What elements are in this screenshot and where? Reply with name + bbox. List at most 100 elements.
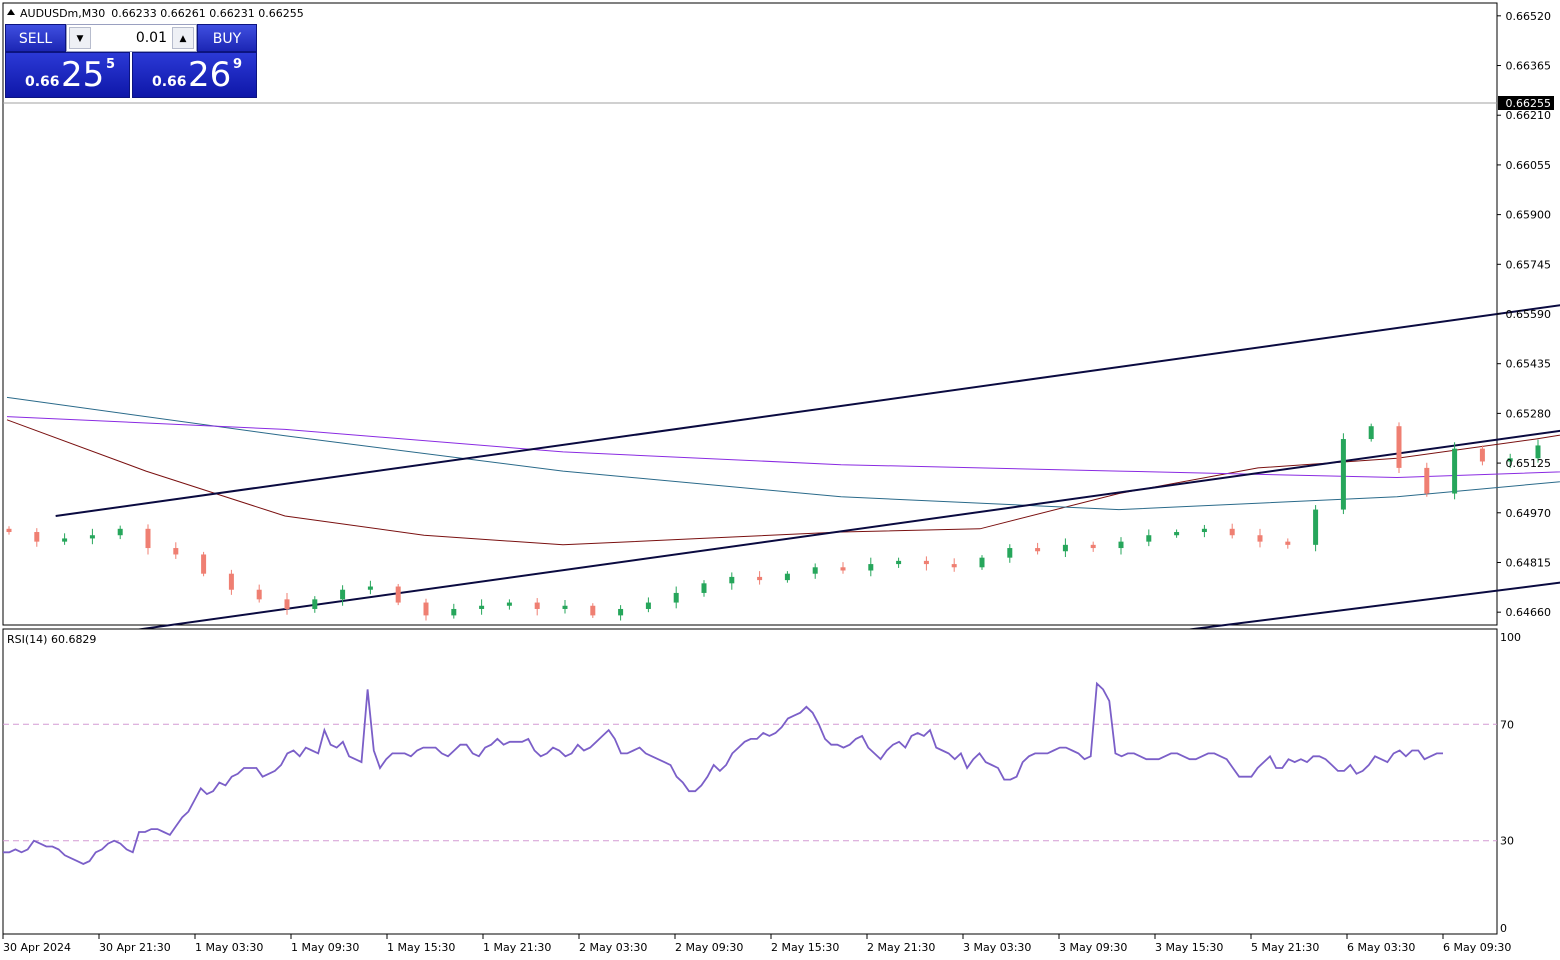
time-tick-label: 30 Apr 21:30: [99, 941, 171, 954]
candle: [145, 524, 151, 555]
candle: [1146, 529, 1152, 547]
price-tick-label: 0.64660: [1506, 606, 1552, 619]
buy-price-prefix: 0.66: [152, 74, 187, 90]
time-tick-label: 2 May 15:30: [771, 941, 839, 954]
one-click-trading-panel: SELL ▼ 0.01 ▲ BUY 0.66 25 5 0.66 26 9: [5, 24, 257, 98]
candle: [1062, 538, 1068, 558]
price-tick-label: 0.65280: [1506, 407, 1552, 420]
candle: [729, 572, 735, 590]
time-tick-label: 1 May 09:30: [291, 941, 359, 954]
lot-decrease-icon[interactable]: ▼: [69, 27, 91, 49]
candle: [812, 563, 818, 579]
rsi-levels: [3, 723, 1497, 842]
sell-button[interactable]: SELL: [5, 24, 66, 52]
time-tick-label: 1 May 21:30: [483, 941, 551, 954]
moving-average-line: [6, 419, 1560, 546]
candle: [34, 528, 40, 547]
candle: [228, 569, 234, 595]
candle: [1340, 433, 1346, 515]
time-tick-label: 2 May 03:30: [579, 941, 647, 954]
lot-size-stepper[interactable]: ▼ 0.01 ▲: [66, 24, 197, 52]
main-chart-frame: [2, 2, 1498, 626]
candle: [618, 605, 624, 621]
candle: [1396, 422, 1402, 474]
channel-line[interactable]: [125, 3, 1560, 633]
candle: [256, 584, 262, 603]
candle: [1257, 528, 1263, 548]
candle: [1201, 524, 1207, 538]
candle: [979, 555, 985, 570]
price-tick-label: 0.66365: [1506, 60, 1552, 73]
candle: [284, 592, 290, 615]
price-tick-label: 0.64970: [1506, 507, 1552, 520]
buy-price-button[interactable]: 0.66 26 9: [132, 52, 257, 98]
time-tick-label: 2 May 21:30: [867, 941, 935, 954]
sell-price-button[interactable]: 0.66 25 5: [5, 52, 130, 98]
candle: [645, 597, 651, 613]
rsi-series-line: [3, 681, 1443, 865]
time-tick-label: 1 May 15:30: [387, 941, 455, 954]
lot-size-input[interactable]: 0.01: [135, 30, 167, 46]
main-chart-area[interactable]: 0.66520 0.66365 0.66210 0.66055 0.65900 0.657…: [2, 0, 1560, 633]
candle: [840, 562, 846, 574]
rsi-tick-label: 100: [1500, 631, 1521, 644]
time-tick-label: 3 May 15:30: [1155, 941, 1223, 954]
candle: [951, 558, 957, 572]
price-tick-label: 0.65900: [1506, 209, 1552, 222]
candle: [367, 580, 373, 595]
current-price-text: 0.66255: [1506, 97, 1552, 110]
sell-price-big: 25: [61, 55, 105, 95]
price-tick-label: 0.65745: [1506, 258, 1552, 271]
candle: [89, 528, 95, 545]
candle: [62, 533, 68, 545]
moving-average-line: [6, 396, 1560, 511]
collapse-triangle-icon[interactable]: [7, 9, 15, 15]
price-tick-label: 0.65590: [1506, 308, 1552, 321]
price-tick-label: 0.65125: [1506, 457, 1552, 470]
price-tick-label: 0.66520: [1506, 10, 1552, 23]
lot-increase-icon[interactable]: ▲: [172, 27, 194, 49]
candle: [757, 571, 763, 585]
rsi-tick-label: 70: [1500, 718, 1514, 731]
rsi-tick-label: 0: [1500, 922, 1507, 935]
candle: [1174, 529, 1180, 538]
moving-average-line: [6, 416, 1560, 479]
time-tick-label: 3 May 03:30: [963, 941, 1031, 954]
price-tick-label: 0.64815: [1506, 556, 1552, 569]
candle: [312, 596, 318, 613]
candle: [923, 556, 929, 571]
symbol-title: AUDUSDm,M30 0.66233 0.66261 0.66231 0.662…: [20, 7, 304, 20]
channel-line[interactable]: [55, 0, 1560, 517]
candle: [340, 585, 346, 606]
current-price-label: 0.66255: [1498, 96, 1554, 110]
time-tick-label: 6 May 03:30: [1347, 941, 1415, 954]
candle: [1313, 505, 1319, 552]
rsi-tick-label: 30: [1500, 835, 1514, 848]
candle: [451, 603, 457, 619]
rsi-line: [3, 681, 1443, 865]
rsi-frame: [2, 628, 1498, 935]
candle: [590, 603, 596, 618]
candle: [896, 557, 902, 568]
candle: [868, 557, 874, 577]
candle: [1535, 439, 1541, 463]
candle: [201, 551, 207, 577]
candle: [1229, 523, 1235, 539]
price-tick-label: 0.66055: [1506, 159, 1552, 172]
buy-price-sup: 9: [233, 57, 243, 72]
rsi-axis: 100 70 30 0: [1500, 631, 1521, 935]
rsi-panel[interactable]: 100 70 30 0 RSI(14) 60.6829: [2, 628, 1521, 935]
candle: [423, 598, 429, 621]
price-tick-label: 0.65435: [1506, 358, 1552, 371]
regression-channel[interactable]: [55, 0, 1560, 633]
candle: [1007, 544, 1013, 563]
buy-button[interactable]: BUY: [197, 24, 257, 52]
candle: [673, 586, 679, 609]
candle: [117, 525, 123, 540]
time-tick-label: 3 May 09:30: [1059, 941, 1127, 954]
price-tick-label: 0.66210: [1506, 109, 1552, 122]
candle: [784, 571, 790, 583]
candle: [701, 580, 707, 597]
candle: [395, 583, 401, 606]
